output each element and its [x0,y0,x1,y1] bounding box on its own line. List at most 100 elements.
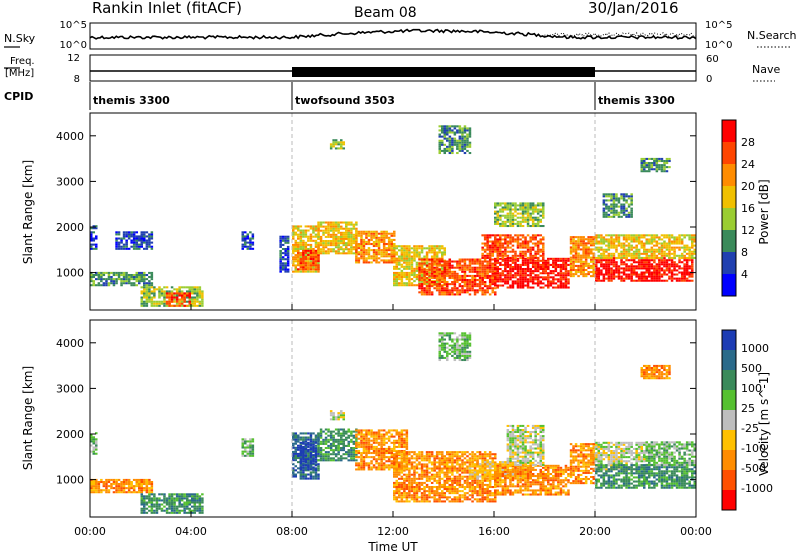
range-cell [673,250,676,253]
range-cell [327,440,330,443]
range-cell [504,270,507,273]
range-cell [511,282,515,285]
range-cell [143,495,146,498]
range-cell [430,249,434,252]
range-cell [627,269,631,272]
range-cell [463,147,467,150]
range-cell [302,241,305,244]
range-cell [322,459,325,462]
range-cell [491,252,495,255]
range-cell [334,432,338,435]
range-cell [191,511,194,514]
range-cell [607,199,611,202]
range-cell [357,247,361,250]
range-cell [494,282,497,285]
range-cell [329,447,333,450]
range-cell [337,223,340,226]
range-cell [478,274,482,277]
range-cell [678,267,681,270]
range-cell [506,274,510,277]
range-cell [521,270,525,273]
range-cell [244,239,247,242]
nsearch-label: N.Search [747,29,797,42]
range-cell [92,483,96,486]
range-cell [607,273,611,276]
range-cell [627,242,631,245]
range-cell [175,298,179,301]
range-cell [680,254,684,257]
range-cell [653,265,656,268]
range-cell [122,282,126,285]
range-cell [347,252,351,255]
range-cell [425,278,429,281]
range-cell [418,283,421,286]
range-cell [658,275,661,278]
range-cell [286,239,290,242]
range-cell [486,285,489,288]
range-cell [329,444,333,447]
range-cell [461,127,464,130]
range-cell [148,245,151,248]
range-cell [342,233,346,236]
range-cell [372,230,376,233]
range-cell [148,233,151,236]
range-cell [691,240,694,243]
range-cell [655,236,659,239]
range-cell [509,234,512,237]
range-cell [317,442,320,445]
range-cell [294,452,298,455]
range-cell [408,280,411,283]
range-cell [135,483,139,486]
range-cell [340,145,343,148]
range-cell [286,256,290,259]
range-cell [501,278,505,281]
range-cell [405,267,409,270]
range-cell [531,259,535,262]
range-cell [688,234,691,237]
range-cell [544,278,548,281]
range-cell [92,282,96,285]
range-cell [251,438,255,441]
range-cell [140,298,144,301]
range-cell [390,259,394,262]
range-cell [385,232,388,235]
range-cell [413,247,416,250]
range-cell [675,236,679,239]
range-cell [324,453,328,456]
range-cell [625,193,628,196]
range-cell [193,300,197,303]
range-cell [302,231,305,234]
range-cell [504,268,507,271]
range-cell [297,260,300,263]
range-cell [688,279,691,282]
range-cell [423,279,426,282]
range-cell [95,271,98,274]
range-cell [110,478,113,481]
range-cell [600,279,603,282]
range-cell [569,236,573,239]
range-cell [494,220,497,223]
range-cell [640,234,644,237]
range-cell [198,505,202,508]
range-cell [302,438,305,441]
range-cell [650,256,654,259]
range-cell [340,227,343,230]
range-cell [607,209,611,212]
range-cell [168,304,171,307]
range-cell [90,278,93,281]
range-cell [168,505,171,508]
range-cell [370,238,373,241]
range-cell [324,436,328,439]
range-cell [302,262,305,265]
range-cell [322,457,325,460]
range-cell [342,231,346,234]
range-cell [382,243,386,246]
range-cell [294,256,298,259]
range-cell [542,256,545,259]
range-cell [640,170,644,173]
range-cell [193,298,197,301]
range-cell [524,204,527,207]
range-cell [375,261,378,264]
range-cell [574,250,578,253]
range-cell [688,246,691,249]
